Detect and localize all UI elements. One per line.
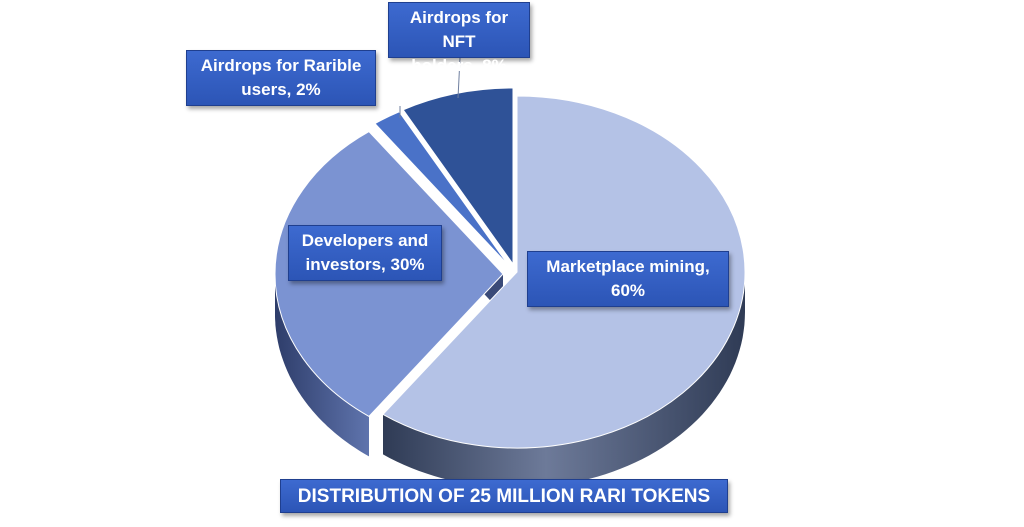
slice-label-developers-investors: Developers and investors, 30% [288, 225, 442, 281]
leader-line-nft [457, 57, 461, 99]
slice-label-airdrops-nft: Airdrops for NFT holders, 8% [388, 2, 530, 75]
slice-label-line: Marketplace mining, [546, 257, 710, 276]
slice-label-line: 60% [610, 281, 646, 300]
slice-label-line: Airdrops for NFT [409, 8, 509, 51]
slice-airdrops-nft [402, 87, 514, 266]
slice-label-line: Developers and [301, 231, 429, 250]
chart-title: DISTRIBUTION OF 25 MILLION RARI TOKENS [280, 479, 728, 513]
pie-leader-lines [399, 57, 461, 118]
slice-label-line: users, 2% [241, 80, 321, 99]
slice-label-line: Airdrops for Rarible [200, 56, 362, 75]
slice-marketplace-mining-side [383, 272, 745, 488]
slice-label-airdrops-rarible: Airdrops for Rarible users, 2% [186, 50, 376, 106]
slice-developers-investors-side [275, 274, 369, 457]
slice-label-line: investors, 30% [305, 255, 425, 274]
slice-label-marketplace-mining: Marketplace mining, 60% [527, 251, 729, 307]
slice-airdrops-rarible [374, 111, 510, 267]
slice-label-line: holders, 8% [411, 56, 507, 75]
